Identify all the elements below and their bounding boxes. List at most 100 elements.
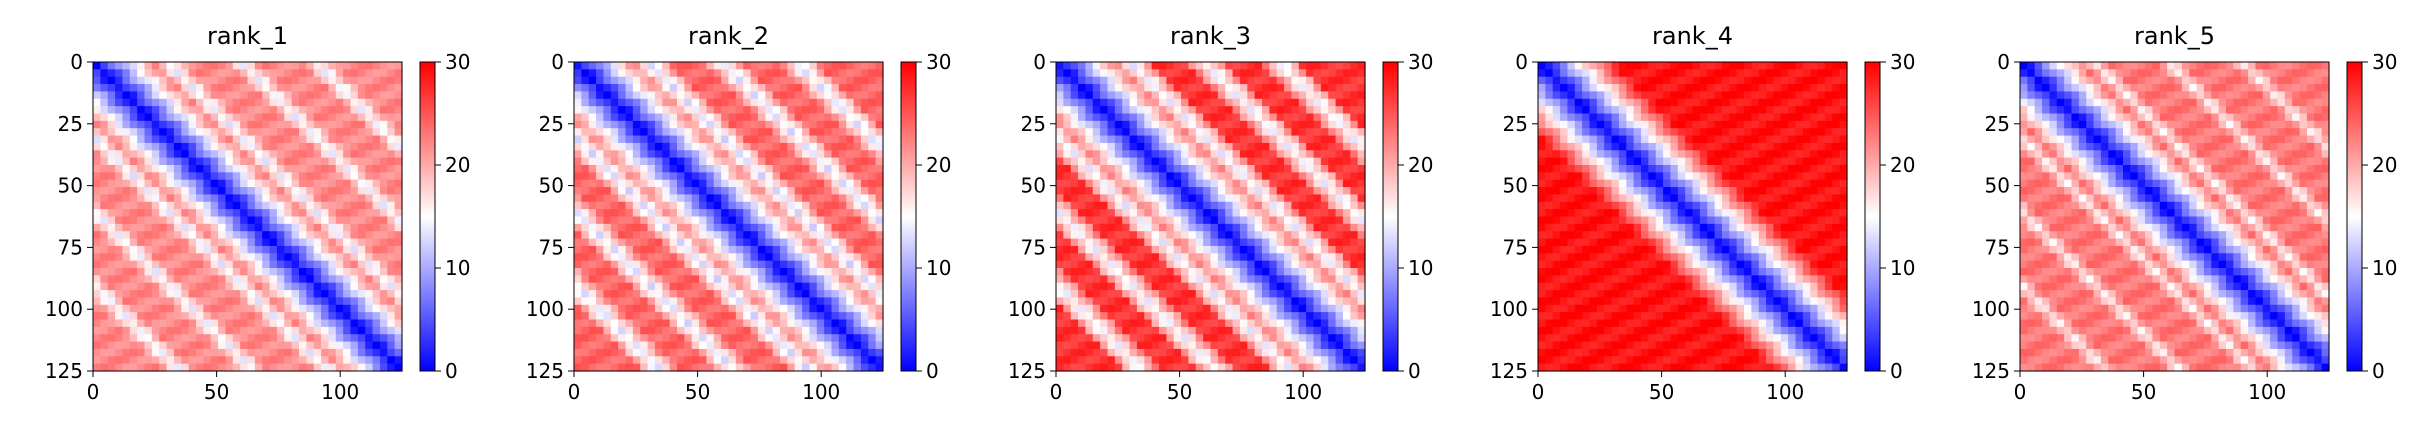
heatmap-cell <box>1328 223 1337 232</box>
heatmap-cell <box>735 326 744 335</box>
heatmap-cell <box>1357 128 1366 137</box>
heatmap-cell <box>93 165 101 173</box>
heatmap-cell <box>93 128 101 137</box>
heatmap-cell <box>1166 223 1175 232</box>
heatmap-cell <box>299 113 307 122</box>
heatmap-cell <box>728 142 737 151</box>
heatmap-cell <box>1203 150 1212 159</box>
heatmap-cell <box>196 91 204 100</box>
heatmap-cell <box>173 135 182 144</box>
heatmap-cell <box>115 179 124 188</box>
heatmap-cell <box>343 341 352 350</box>
heatmap-cell <box>1056 209 1064 218</box>
heatmap-cell <box>1225 260 1234 269</box>
heatmap-cell <box>232 172 241 181</box>
heatmap-cell <box>632 98 641 107</box>
heatmap-cell <box>787 231 796 240</box>
heatmap-cell <box>1276 172 1285 181</box>
heatmap-cell <box>299 69 307 78</box>
heatmap-cell <box>794 135 803 144</box>
heatmap-cell <box>1254 194 1263 203</box>
heatmap-cell <box>868 91 877 100</box>
heatmap-cell <box>1254 245 1263 254</box>
heatmap-cell <box>129 290 138 299</box>
heatmap-cell <box>596 62 605 70</box>
heatmap-cell <box>735 157 744 166</box>
heatmap-cell <box>743 98 752 107</box>
heatmap-cell <box>802 341 811 350</box>
heatmap-cell <box>247 238 256 247</box>
heatmap-cell <box>1114 245 1123 254</box>
heatmap-cell <box>313 348 322 357</box>
heatmap-cell <box>713 194 722 203</box>
heatmap-cell <box>350 150 359 159</box>
heatmap-cell <box>1247 76 1256 85</box>
heatmap-cell <box>610 165 619 173</box>
heatmap-cell <box>387 282 396 291</box>
heatmap-cell <box>1328 194 1337 203</box>
heatmap-cell <box>203 297 212 306</box>
heatmap-cell <box>1291 253 1300 262</box>
heatmap-cell <box>1151 297 1160 306</box>
heatmap-cell <box>335 297 344 306</box>
heatmap-cell <box>824 356 833 365</box>
heatmap-cell <box>618 348 627 357</box>
heatmap-cell <box>581 120 590 129</box>
heatmap-cell <box>816 304 825 313</box>
heatmap-cell <box>306 356 315 365</box>
heatmap-cell <box>794 326 803 335</box>
heatmap-cell <box>669 106 678 115</box>
heatmap-cell <box>173 128 182 137</box>
heatmap-cell <box>122 356 131 365</box>
heatmap-cell <box>809 150 818 159</box>
heatmap-cell <box>306 304 315 313</box>
heatmap-cell <box>691 363 700 372</box>
heatmap-cell <box>1136 150 1145 159</box>
heatmap-cell <box>794 216 803 225</box>
heatmap-cell <box>107 201 116 210</box>
heatmap-cell <box>1195 304 1204 313</box>
heatmap-cell <box>173 297 182 306</box>
heatmap-cell <box>166 91 175 100</box>
heatmap-cell <box>1276 223 1285 232</box>
heatmap-cell <box>387 76 396 85</box>
heatmap-cell <box>1195 260 1204 269</box>
heatmap-cell <box>1217 268 1226 276</box>
heatmap-cell <box>1284 165 1293 173</box>
heatmap-cell <box>321 113 330 122</box>
heatmap-cell <box>772 238 781 247</box>
heatmap-cell <box>240 341 249 350</box>
heatmap-cell <box>691 120 700 129</box>
heatmap-cell <box>757 179 766 188</box>
heatmap-cell <box>780 135 788 144</box>
heatmap-cell <box>173 179 182 188</box>
heatmap-cell <box>669 238 678 247</box>
heatmap-cell <box>173 334 182 343</box>
heatmap-cell <box>1114 69 1123 78</box>
heatmap-cell <box>306 201 315 210</box>
heatmap-cell <box>379 187 388 196</box>
heatmap-cell <box>247 231 256 240</box>
heatmap-cell <box>93 62 101 70</box>
heatmap-cell <box>210 106 219 115</box>
heatmap-cell <box>684 172 693 181</box>
heatmap-cell <box>1122 304 1131 313</box>
heatmap-cell <box>691 304 700 313</box>
heatmap-cell <box>1239 76 1248 85</box>
heatmap-cell <box>1122 245 1131 254</box>
heatmap-cell <box>1342 135 1351 144</box>
heatmap-cell <box>1085 128 1094 137</box>
heatmap-cell <box>254 209 263 218</box>
heatmap-cell <box>625 304 634 313</box>
heatmap-cell <box>306 297 315 306</box>
heatmap-cell <box>647 209 656 218</box>
heatmap-cell <box>824 312 833 321</box>
heatmap-cell <box>93 84 101 93</box>
heatmap-cell <box>625 157 634 166</box>
heatmap-cell <box>1114 179 1123 188</box>
heatmap-cell <box>1269 216 1278 225</box>
heatmap-cell <box>328 326 337 335</box>
heatmap-cell <box>225 106 234 115</box>
heatmap-cell <box>838 297 847 306</box>
heatmap-cell <box>137 172 146 181</box>
